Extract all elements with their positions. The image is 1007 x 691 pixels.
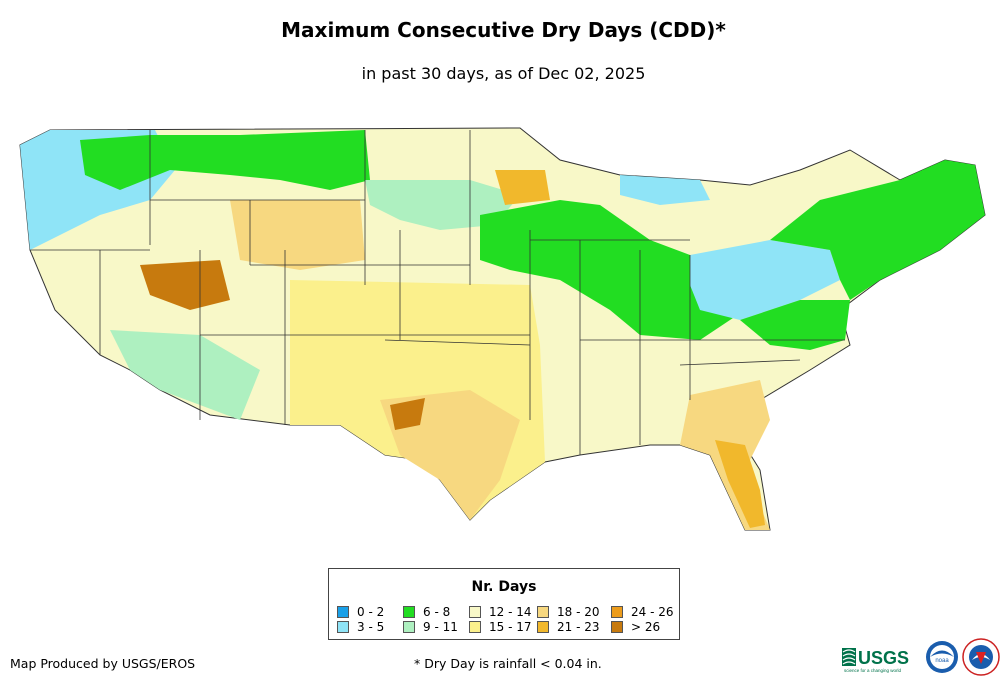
region-north-6to8 xyxy=(80,130,370,190)
region-ohio-3to5 xyxy=(690,240,840,320)
legend-swatch xyxy=(469,621,481,633)
dry-day-footnote: * Dry Day is rainfall < 0.04 in. xyxy=(414,656,602,671)
legend-label: 18 - 20 xyxy=(557,605,600,619)
noaa-logo: noaa xyxy=(926,641,958,673)
legend-item: 3 - 5 xyxy=(337,620,384,634)
region-midatlantic-6to8 xyxy=(740,300,850,350)
legend-item: 6 - 8 xyxy=(403,605,450,619)
legend-label: 9 - 11 xyxy=(423,620,458,634)
legend-swatch xyxy=(469,606,481,618)
legend-item: 21 - 23 xyxy=(537,620,600,634)
region-florida-21to23 xyxy=(715,440,765,528)
legend-label: 0 - 2 xyxy=(357,605,385,619)
map-title: Maximum Consecutive Dry Days (CDD)* xyxy=(281,18,726,42)
legend-item: 15 - 17 xyxy=(469,620,532,634)
region-northplains-21to23 xyxy=(495,170,550,205)
legend-swatch xyxy=(403,606,415,618)
nws-logo xyxy=(962,638,1000,676)
map-credit: Map Produced by USGS/EROS xyxy=(10,656,196,671)
legend-item: 12 - 14 xyxy=(469,605,532,619)
region-southwest-9to11 xyxy=(110,330,260,420)
legend-label: 6 - 8 xyxy=(423,605,451,619)
legend-label: 15 - 17 xyxy=(489,620,532,634)
state-boundaries xyxy=(30,130,845,455)
region-greatbasin-24to26 xyxy=(140,260,230,310)
legend-label: 24 - 26 xyxy=(631,605,674,619)
legend-title: Nr. Days xyxy=(471,579,537,595)
svg-text:science for a changing world: science for a changing world xyxy=(844,668,902,673)
region-kansas-15to17 xyxy=(400,285,525,335)
svg-text:noaa: noaa xyxy=(935,658,949,664)
legend-label: 12 - 14 xyxy=(489,605,532,619)
legend-item: 24 - 26 xyxy=(611,605,674,619)
region-westtexas-24to26 xyxy=(390,398,425,430)
region-northeast-6to8 xyxy=(770,160,985,300)
legend-label: > 26 xyxy=(631,620,661,634)
usgs-logo: USGS science for a changing world xyxy=(842,648,909,673)
legend-swatch xyxy=(403,621,415,633)
region-upper-michigan-3to5 xyxy=(620,175,710,205)
legend-item: 0 - 2 xyxy=(337,605,384,619)
legend-item: > 26 xyxy=(611,620,660,634)
legend-item: 18 - 20 xyxy=(537,605,600,619)
cdd-map xyxy=(19,127,986,531)
map-subtitle: in past 30 days, as of Dec 02, 2025 xyxy=(361,64,646,83)
legend-swatch xyxy=(611,606,623,618)
legend-swatch xyxy=(537,606,549,618)
legend-swatch xyxy=(537,621,549,633)
legend-item: 9 - 11 xyxy=(403,620,458,634)
legend-swatch xyxy=(611,621,623,633)
legend-swatch xyxy=(337,606,349,618)
legend-label: 21 - 23 xyxy=(557,620,600,634)
legend-label: 3 - 5 xyxy=(357,620,385,634)
legend-swatch xyxy=(337,621,349,633)
region-rockies-18to20 xyxy=(230,200,365,270)
svg-text:USGS: USGS xyxy=(858,648,909,668)
